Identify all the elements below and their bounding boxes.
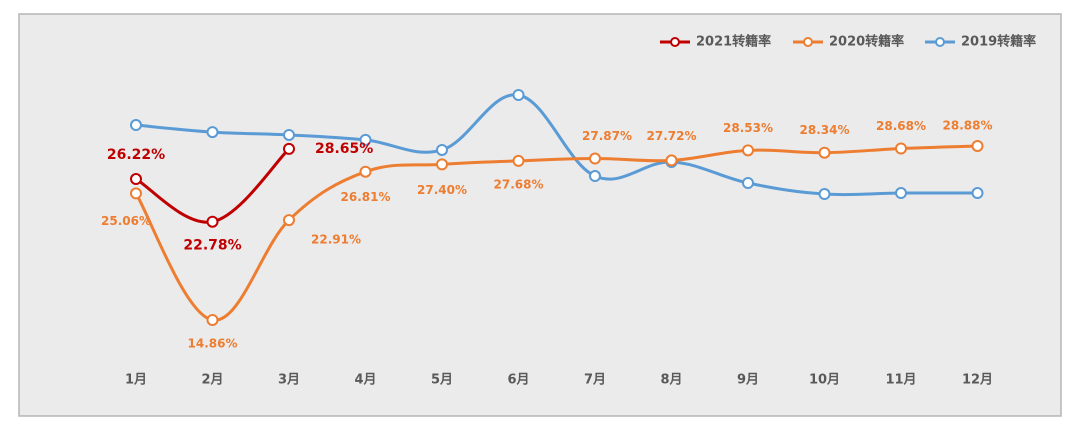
data-label: 28.53% bbox=[723, 121, 773, 135]
x-tick-label: 8月 bbox=[660, 373, 682, 388]
chart-frame bbox=[18, 13, 1062, 417]
data-label: 28.68% bbox=[876, 119, 926, 133]
data-label: 28.34% bbox=[800, 123, 850, 137]
data-point bbox=[589, 152, 601, 165]
data-point bbox=[818, 146, 831, 159]
data-point bbox=[206, 215, 219, 228]
x-tick-label: 11月 bbox=[885, 373, 916, 388]
data-label: 22.91% bbox=[311, 233, 361, 247]
data-point bbox=[130, 119, 142, 132]
data-point bbox=[512, 154, 525, 167]
legend-label: 2019转籍率 bbox=[961, 34, 1036, 50]
data-point bbox=[436, 143, 448, 156]
data-point bbox=[130, 173, 142, 186]
x-tick-label: 5月 bbox=[431, 373, 453, 388]
data-point bbox=[436, 158, 448, 171]
data-point bbox=[971, 140, 984, 153]
data-point bbox=[359, 133, 372, 146]
x-tick-label: 10月 bbox=[809, 373, 840, 388]
x-tick-label: 2月 bbox=[201, 373, 223, 388]
data-label: 27.40% bbox=[417, 183, 467, 197]
legend-marker bbox=[670, 37, 680, 47]
data-point bbox=[283, 128, 295, 141]
data-point bbox=[512, 89, 525, 101]
legend-label: 2020转籍率 bbox=[829, 34, 904, 50]
x-tick-label: 12月 bbox=[962, 373, 993, 388]
data-point bbox=[206, 126, 219, 139]
data-point bbox=[130, 187, 142, 200]
x-tick-label: 3月 bbox=[278, 373, 300, 388]
x-tick-label: 1月 bbox=[125, 373, 147, 388]
data-label: 26.81% bbox=[341, 190, 391, 204]
data-point bbox=[742, 144, 754, 157]
data-point bbox=[742, 176, 754, 189]
data-label: 22.78% bbox=[183, 238, 241, 254]
data-point bbox=[206, 314, 219, 326]
data-point bbox=[589, 170, 601, 183]
data-label: 28.88% bbox=[943, 119, 993, 133]
x-tick-label: 6月 bbox=[507, 373, 529, 388]
data-point bbox=[818, 188, 831, 201]
data-label: 25.06% bbox=[101, 214, 151, 228]
x-tick-label: 9月 bbox=[737, 373, 759, 388]
data-label: 26.22% bbox=[107, 147, 165, 163]
data-point bbox=[359, 165, 372, 178]
data-label: 27.72% bbox=[647, 129, 697, 143]
data-point bbox=[971, 187, 984, 200]
legend-label: 2021转籍率 bbox=[696, 34, 771, 50]
data-point bbox=[283, 214, 295, 227]
x-tick-label: 7月 bbox=[584, 373, 606, 388]
legend-marker bbox=[935, 37, 945, 47]
data-point bbox=[283, 142, 295, 155]
data-label: 28.65% bbox=[315, 141, 373, 157]
data-label: 14.86% bbox=[188, 337, 238, 351]
x-tick-label: 4月 bbox=[354, 373, 376, 388]
data-point bbox=[895, 142, 907, 155]
data-point bbox=[665, 154, 678, 167]
data-label: 27.68% bbox=[494, 177, 544, 191]
data-label: 27.87% bbox=[582, 129, 632, 143]
legend-marker bbox=[803, 37, 813, 47]
data-point bbox=[895, 187, 907, 200]
